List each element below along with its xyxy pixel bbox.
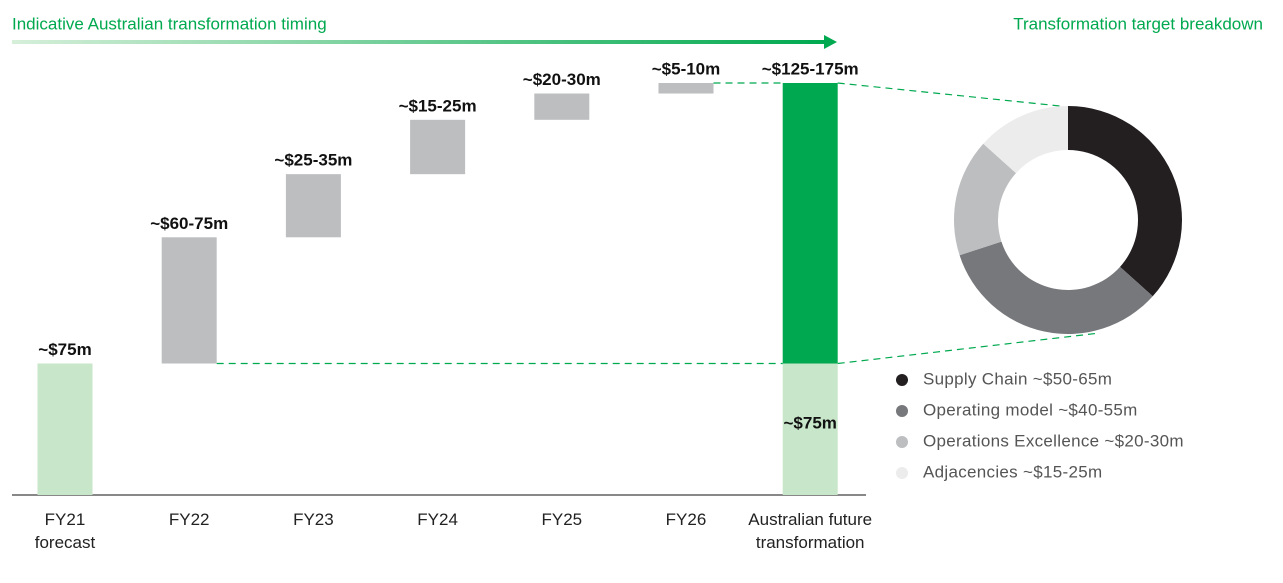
chart-title: Indicative Australian transformation tim… (12, 14, 327, 33)
x-tick-label: Australian future transformation (748, 510, 873, 552)
bar (534, 93, 590, 120)
x-tick-label: FY21 forecast (34, 510, 96, 552)
base-label: ~$75m (783, 414, 836, 433)
connector (837, 332, 1101, 365)
connector (837, 82, 1061, 107)
legend-label: Supply Chain ~$50-65m (923, 369, 1112, 388)
bar (285, 174, 341, 238)
donut-slice (983, 106, 1068, 174)
value-label: ~$25-35m (274, 151, 352, 170)
legend-swatch (896, 436, 908, 448)
bar (37, 363, 93, 495)
legend-swatch (896, 405, 908, 417)
value-label: ~$125-175m (762, 59, 859, 78)
x-tick-label: FY25 (541, 510, 583, 529)
timeline-arrow (12, 40, 826, 44)
timeline-arrowhead (824, 35, 837, 49)
bar (161, 237, 217, 364)
x-tick-label: FY22 (168, 510, 210, 529)
bar (658, 83, 714, 94)
x-tick-label: FY23 (293, 510, 334, 529)
value-label: ~$60-75m (150, 214, 228, 233)
x-tick-label: FY24 (417, 510, 458, 529)
donut-title: Transformation target breakdown (1013, 14, 1263, 33)
x-tick-label: FY26 (665, 510, 707, 529)
legend-label: Adjacencies ~$15-25m (923, 462, 1102, 481)
donut-slice (959, 241, 1153, 334)
donut-slice (1068, 106, 1183, 297)
bar (782, 83, 838, 364)
value-label: ~$15-25m (399, 96, 477, 115)
value-label: ~$20-30m (523, 70, 601, 89)
legend-label: Operating model ~$40-55m (923, 400, 1138, 419)
legend-swatch (896, 374, 908, 386)
legend-swatch (896, 467, 908, 479)
donut-slice (953, 143, 1016, 256)
bar (410, 119, 466, 175)
legend-label: Operations Excellence ~$20-30m (923, 431, 1184, 450)
base-bar (782, 363, 838, 495)
value-label: ~$75m (38, 340, 91, 359)
value-label: ~$5-10m (652, 59, 721, 78)
